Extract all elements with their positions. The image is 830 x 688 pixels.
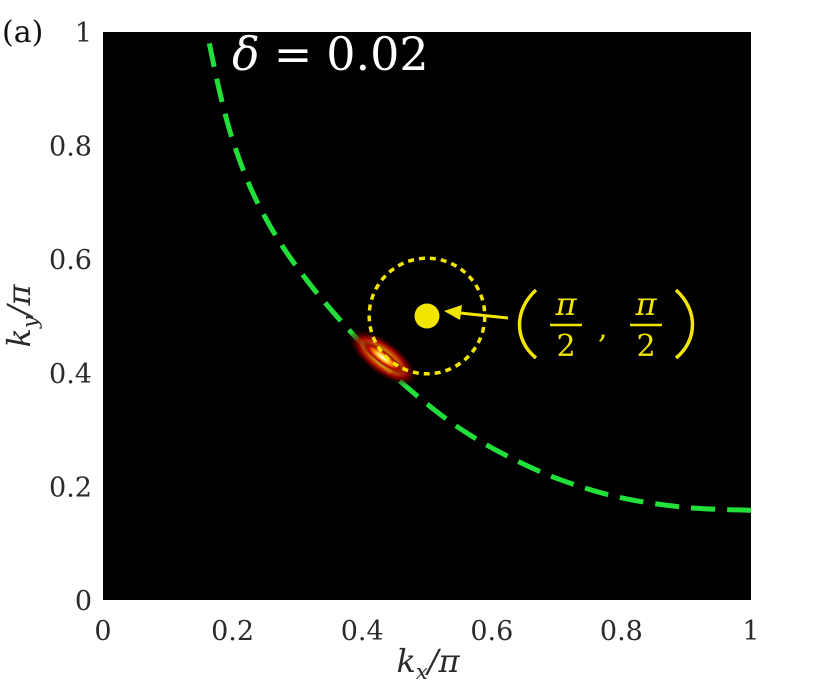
x-tick-label: 0 xyxy=(94,616,111,647)
y-tick-label: 0.6 xyxy=(49,245,92,276)
arrow-head xyxy=(444,305,462,320)
arrow-shaft xyxy=(459,311,509,320)
x-axis-label: kx/π xyxy=(396,642,460,684)
y-tick-label: 0.8 xyxy=(49,132,92,163)
x-tick-label: 1 xyxy=(742,616,759,647)
y-axis-label: ky/π xyxy=(0,283,42,347)
x-tick-label: 0.8 xyxy=(600,616,643,647)
label-comma: , xyxy=(598,311,608,346)
x-tick-label: 0.2 xyxy=(211,616,254,647)
y-tick-label: 1 xyxy=(75,18,92,49)
hotspot-core xyxy=(361,340,405,375)
label-arrow xyxy=(444,305,509,320)
node-marker xyxy=(414,303,440,329)
x-tick-label: 0.6 xyxy=(470,616,513,647)
frac1-denominator: 2 xyxy=(556,329,575,364)
frac1-numerator: π xyxy=(554,285,577,323)
x-tick-label: 0.4 xyxy=(341,616,384,647)
y-tick-label: 0.2 xyxy=(49,472,92,503)
delta-value: 0.02 xyxy=(326,27,428,81)
delta-symbol: δ xyxy=(232,27,260,81)
node-point-label: π 2 , π 2 xyxy=(517,285,695,364)
y-tick-label: 0.4 xyxy=(49,359,92,390)
panel-label: (a) xyxy=(2,15,43,50)
frac2-denominator: 2 xyxy=(636,329,655,364)
delta-annotation: δ = 0.02 xyxy=(232,27,429,81)
right-paren xyxy=(674,288,695,360)
y-tick-label: 0 xyxy=(75,586,92,617)
y-tick-labels: 0 0.2 0.4 0.6 0.8 1 xyxy=(49,18,92,617)
left-paren xyxy=(517,288,538,360)
frac2-numerator: π xyxy=(634,285,657,323)
delta-equals: = xyxy=(274,27,313,81)
x-tick-labels: 0 0.2 0.4 0.6 0.8 1 xyxy=(94,616,759,647)
